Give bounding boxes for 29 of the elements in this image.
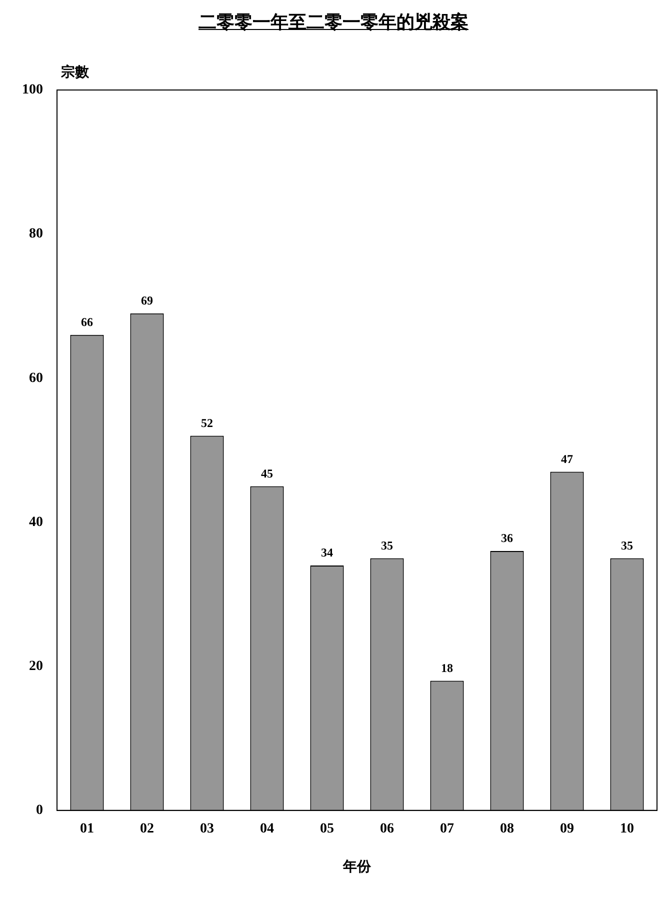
x-axis-title: 年份 — [342, 859, 372, 876]
x-tick-label: 09 — [560, 821, 574, 836]
y-axis-title: 宗數 — [60, 64, 90, 81]
y-tick-label: 0 — [36, 803, 43, 818]
data-label: 35 — [621, 538, 633, 552]
data-label: 69 — [141, 293, 153, 308]
data-label: 36 — [501, 531, 513, 546]
x-tick-label: 04 — [260, 821, 274, 836]
x-tick-label: 10 — [620, 821, 634, 836]
x-tick-label: 07 — [440, 821, 454, 836]
x-tick-label: 05 — [320, 821, 334, 836]
x-tick-label: 06 — [380, 821, 394, 836]
data-label: 47 — [561, 452, 573, 466]
y-tick-label: 20 — [29, 658, 43, 674]
y-tick-label: 60 — [29, 370, 43, 386]
x-tick-label: 08 — [500, 821, 514, 836]
data-label: 66 — [81, 315, 93, 330]
x-tick-label: 01 — [80, 821, 94, 836]
y-tick-label: 100 — [22, 82, 43, 98]
chart-title: 二零零一年至二零一零年的兇殺案 — [198, 11, 470, 35]
y-tick-label: 80 — [29, 226, 43, 242]
data-label: 45 — [261, 466, 273, 480]
y-tick-label: 40 — [29, 514, 43, 530]
x-tick-label: 03 — [200, 821, 214, 836]
data-label: 35 — [381, 538, 393, 552]
data-label: 52 — [201, 416, 213, 430]
data-label: 18 — [441, 660, 453, 675]
data-label: 34 — [321, 546, 333, 560]
x-tick-label: 02 — [140, 821, 154, 836]
